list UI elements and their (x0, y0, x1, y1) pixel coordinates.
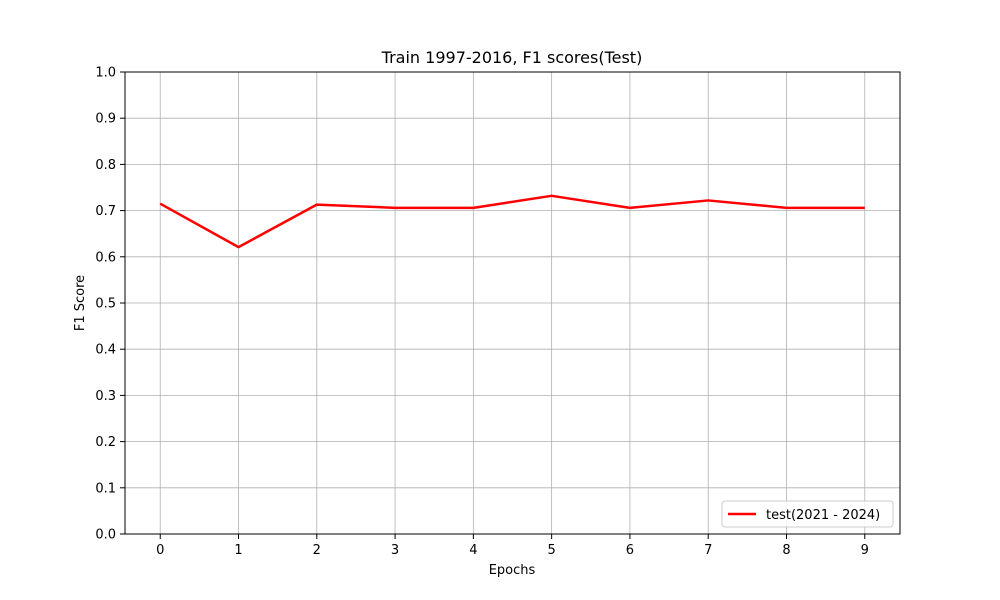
x-axis: 0 1 2 3 4 5 6 7 8 9 (156, 534, 869, 558)
y-tick-label: 0.4 (95, 343, 116, 358)
series-group (159, 194, 865, 249)
x-tick-label: 3 (391, 543, 399, 558)
legend: test(2021 - 2024) (721, 500, 894, 528)
y-tick-label: 0.1 (95, 481, 116, 496)
x-tick-label: 8 (782, 543, 790, 558)
x-tick-label: 0 (156, 543, 164, 558)
grid (125, 71, 900, 535)
x-tick-label: 5 (548, 543, 556, 558)
chart-title: Train 1997-2016, F1 scores(Test) (381, 48, 643, 67)
y-axis: 0.0 0.1 0.2 0.3 0.4 0.5 0.6 0.7 0.8 0.9 1.0 (95, 66, 125, 543)
y-tick-label: 0.3 (95, 389, 116, 404)
x-tick-label: 6 (626, 543, 634, 558)
y-tick-label: 1.0 (95, 66, 116, 81)
y-tick-label: 0.5 (95, 297, 116, 312)
legend-label: test(2021 - 2024) (766, 508, 880, 523)
x-tick-label: 9 (861, 543, 869, 558)
y-tick-label: 0.7 (95, 204, 116, 219)
series-line-0 (159, 194, 865, 249)
x-tick-label: 7 (704, 543, 712, 558)
y-tick-label: 0.9 (95, 112, 116, 127)
x-tick-label: 4 (469, 543, 477, 558)
legend-box (721, 500, 894, 528)
x-axis-label: Epochs (489, 563, 536, 578)
y-tick-label: 0.2 (95, 435, 116, 450)
y-tick-label: 0.6 (95, 250, 116, 265)
x-tick-label: 2 (313, 543, 321, 558)
y-tick-label: 0.0 (95, 528, 116, 543)
x-tick-label: 1 (234, 543, 242, 558)
y-axis-label: F1 Score (73, 275, 88, 331)
y-tick-label: 0.8 (95, 158, 116, 173)
